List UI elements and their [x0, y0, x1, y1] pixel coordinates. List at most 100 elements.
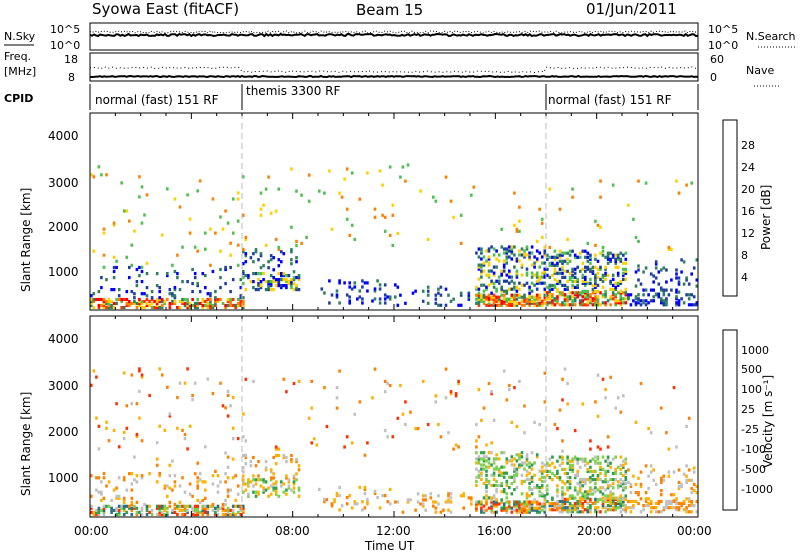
heatmap-cell	[140, 476, 144, 480]
heatmap-cell	[191, 303, 194, 308]
heatmap-cell	[102, 305, 106, 310]
heatmap-cell	[611, 492, 615, 496]
heatmap-cell	[105, 504, 108, 508]
heatmap-cell	[556, 427, 559, 431]
heatmap-cell	[495, 297, 498, 301]
heatmap-cell	[622, 271, 625, 275]
heatmap-cell	[609, 501, 612, 506]
heatmap-cell	[272, 256, 275, 260]
heatmap-cell	[274, 237, 278, 241]
nsearch-label: N.Search	[746, 30, 796, 43]
heatmap-cell	[482, 289, 486, 293]
heatmap-cell	[584, 496, 587, 500]
heatmap-cell	[229, 508, 232, 512]
heatmap-cell	[335, 386, 339, 390]
heatmap-cell	[160, 373, 164, 377]
heatmap-cell	[492, 459, 496, 463]
heatmap-cell	[249, 256, 253, 260]
heatmap-cell	[576, 457, 579, 461]
heatmap-cell	[533, 301, 536, 305]
heatmap-cell	[568, 271, 572, 275]
heatmap-cell	[363, 506, 367, 510]
heatmap-cell	[604, 301, 607, 305]
heatmap-cell	[226, 490, 230, 494]
heatmap-cell	[201, 297, 205, 302]
heatmap-cell	[568, 480, 572, 484]
heatmap-cell	[155, 463, 159, 467]
heatmap-cell	[348, 295, 351, 299]
heatmap-cell	[556, 506, 559, 510]
heatmap-cell	[647, 501, 650, 506]
heatmap-cell	[492, 301, 496, 305]
heatmap-cell	[571, 303, 574, 307]
heatmap-cell	[257, 272, 260, 276]
heatmap-cell	[297, 274, 301, 278]
heatmap-cell	[120, 181, 123, 185]
heatmap-cell	[373, 207, 377, 211]
heatmap-cell	[520, 479, 524, 483]
heatmap-cell	[518, 457, 521, 461]
heatmap-cell	[133, 506, 136, 510]
heatmap-cell	[480, 251, 483, 255]
heatmap-cell	[642, 299, 645, 303]
heatmap-cell	[606, 273, 610, 277]
heatmap-cell	[568, 463, 572, 467]
heatmap-cell	[90, 494, 93, 498]
heatmap-cell	[226, 510, 230, 514]
heatmap-cell	[262, 478, 265, 482]
heatmap-cell	[543, 469, 547, 473]
heatmap-cell	[297, 488, 301, 492]
heatmap-cell	[591, 492, 595, 496]
heatmap-cell	[553, 506, 557, 510]
heatmap-cell	[558, 279, 562, 283]
heatmap-cell	[523, 255, 526, 259]
heatmap-cell	[591, 303, 595, 307]
heatmap-cell	[525, 477, 529, 481]
heatmap-cell	[297, 278, 301, 282]
heatmap-cell	[561, 275, 564, 279]
heatmap-cell	[242, 478, 245, 482]
heatmap-cell	[133, 292, 136, 296]
heatmap-cell	[196, 506, 199, 510]
heatmap-cell	[475, 287, 478, 291]
heatmap-cell	[528, 251, 531, 255]
heatmap-cell	[470, 498, 473, 502]
heatmap-cell	[594, 400, 597, 404]
heatmap-cell	[561, 398, 564, 402]
heatmap-cell	[242, 412, 245, 416]
heatmap-cell	[239, 504, 243, 508]
heatmap-cell	[510, 510, 514, 514]
heatmap-cell	[611, 183, 615, 187]
heatmap-cell	[112, 255, 116, 259]
heatmap-cell	[490, 504, 493, 508]
heatmap-cell	[242, 213, 245, 217]
heatmap-cell	[535, 500, 539, 504]
heatmap-cell	[211, 504, 215, 508]
heatmap-cell	[244, 482, 248, 486]
heatmap-cell	[535, 453, 539, 457]
heatmap-cell	[609, 492, 612, 496]
heatmap-cell	[383, 283, 387, 287]
heatmap-cell	[399, 383, 402, 388]
power-ylabel: Slant Range [km]	[19, 188, 33, 292]
heatmap-cell	[601, 480, 605, 484]
heatmap-cell	[340, 504, 344, 508]
heatmap-cell	[122, 478, 126, 482]
heatmap-cell	[584, 459, 587, 463]
heatmap-cell	[513, 191, 516, 195]
heatmap-cell	[563, 499, 567, 504]
heatmap-cell	[508, 249, 511, 253]
heatmap-cell	[224, 508, 227, 512]
heatmap-cell	[487, 273, 491, 277]
heatmap-cell	[556, 297, 559, 301]
heatmap-cell	[485, 479, 488, 483]
heatmap-cell	[259, 484, 263, 488]
heatmap-cell	[262, 490, 265, 494]
heatmap-cell	[634, 297, 638, 301]
heatmap-cell	[145, 303, 149, 308]
heatmap-cell	[178, 299, 182, 304]
heatmap-cell	[500, 269, 503, 273]
heatmap-cell	[97, 447, 101, 451]
heatmap-cell	[497, 295, 501, 299]
heatmap-cell	[591, 271, 595, 275]
